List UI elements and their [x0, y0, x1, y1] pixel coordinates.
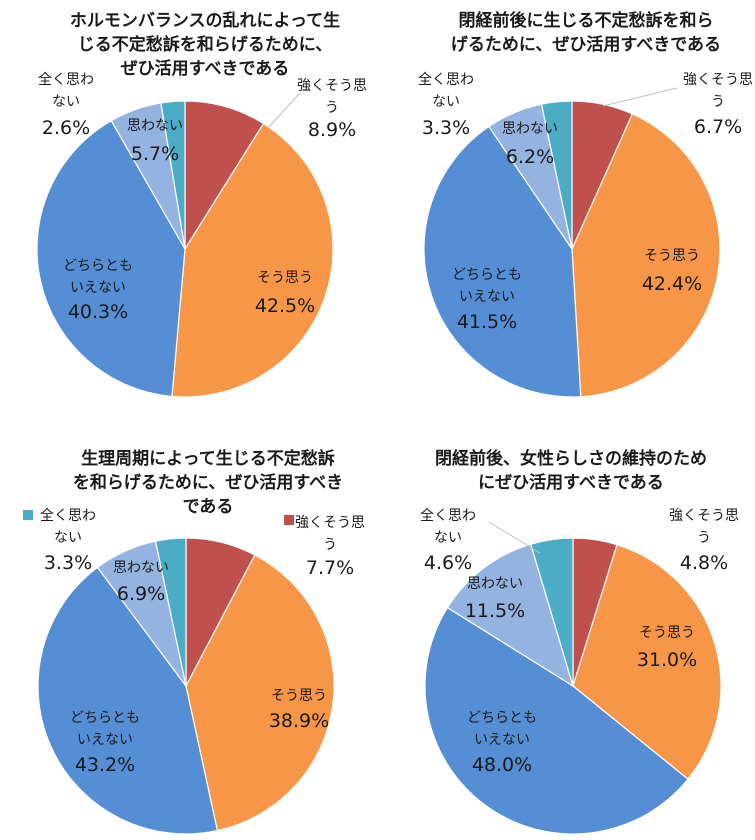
slice-label: 強くそう思 [669, 508, 739, 524]
slice-label: う [711, 94, 725, 110]
pie-slice-neutral [424, 606, 689, 835]
slice-label: 強くそう思 [295, 515, 365, 531]
chart-title-line: にぜひ活用すべきである [478, 472, 664, 493]
chart-title-line: ぜひ活用すべきである [121, 58, 290, 79]
slice-label: いえない [77, 732, 133, 748]
slice-label: う [697, 530, 711, 546]
chart-title-line: 生理周期によって生じる不定愁訴 [81, 448, 335, 469]
leader-line [488, 521, 541, 554]
chart-title-line: ホルモンバランスの乱れによって生 [70, 10, 340, 31]
slice-label: いえない [70, 280, 126, 296]
slice-label: どちらとも [452, 267, 522, 283]
slice-label: う [323, 537, 337, 553]
pie-slice-neutral [36, 119, 186, 398]
chart-title-line: 閉経前後に生じる不定愁訴を和ら [459, 10, 714, 31]
slice-label: 全く思わ [38, 71, 94, 88]
slice-value-label: 42.4% [642, 273, 702, 295]
slice-label: どちらとも [70, 710, 140, 726]
slice-label: そう思う [639, 625, 695, 641]
slice-value-label: 48.0% [472, 754, 532, 776]
slice-label: う [325, 100, 339, 116]
chart-title-line: である [183, 497, 234, 517]
pie-slice-strong-agree [184, 100, 265, 252]
slice-value-label: 6.9% [117, 583, 165, 605]
pie-slice-strong-disagree [154, 537, 187, 687]
slice-value-label: 11.5% [465, 600, 525, 622]
slice-value-label: 43.2% [75, 754, 135, 776]
slice-label: どちらとも [63, 258, 133, 274]
slice-label: いえない [474, 732, 530, 748]
slice-label: そう思う [644, 248, 700, 264]
chart-title-line: を和らげるために、ぜひ活用すべき [73, 472, 343, 493]
slice-label: 強くそう思 [297, 78, 367, 94]
slice-value-label: 3.3% [422, 117, 470, 139]
pie-slice-agree [185, 554, 335, 832]
slice-label: 思わない [113, 560, 169, 576]
slice-label: いえない [459, 289, 515, 305]
slice-label: 思わない [467, 576, 523, 592]
slice-label: ない [434, 530, 462, 546]
legend-marker-strong-disagree [23, 510, 33, 520]
slice-value-label: 31.0% [637, 649, 697, 671]
slice-value-label: 2.6% [42, 117, 90, 139]
slice-value-label: 41.5% [457, 311, 517, 333]
pie-slice-strong-disagree [530, 537, 574, 687]
slice-value-label: 3.3% [44, 552, 92, 574]
slice-label: 思わない [502, 121, 558, 137]
slice-label: 強くそう思 [683, 72, 753, 88]
pie-slice-strong-disagree [160, 100, 186, 250]
slice-value-label: 40.3% [68, 301, 128, 323]
slice-label: どちらとも [467, 710, 537, 726]
slice-label: 全く思わ [40, 507, 96, 524]
chart-title-line: げるために、ぜひ活用すべきである [451, 34, 721, 55]
pie-slice-agree [571, 113, 721, 398]
slice-value-label: 5.7% [131, 143, 179, 165]
slice-value-label: 8.9% [308, 119, 356, 141]
pie-slice-strong-disagree [540, 100, 573, 250]
slice-value-label: 6.7% [694, 116, 742, 138]
slice-label: ない [432, 94, 460, 110]
slice-label: ない [52, 94, 80, 110]
pie-slice-agree [572, 543, 722, 781]
pie-chart-3: 生理周期によって生じる不定愁訴を和らげるために、ぜひ活用すべきである強くそう思う… [23, 448, 365, 835]
slice-value-label: 4.8% [680, 552, 728, 574]
slice-label: そう思う [257, 270, 313, 286]
leader-line [267, 92, 301, 129]
slice-label: ない [54, 530, 82, 546]
slice-value-label: 4.6% [424, 552, 472, 574]
slice-value-label: 6.2% [506, 146, 554, 168]
chart-title-line: じる不定愁訴を和らげるために、 [78, 34, 333, 55]
slice-label: そう思う [271, 688, 327, 704]
pie-slice-neutral [423, 125, 582, 398]
pie-slice-neutral [37, 566, 219, 835]
pie-slice-disagree [446, 543, 575, 688]
pie-chart-1: ホルモンバランスの乱れによって生じる不定愁訴を和らげるために、ぜひ活用すべきであ… [36, 10, 367, 398]
slice-value-label: 7.7% [306, 557, 354, 579]
leader-line [602, 87, 678, 107]
slice-value-label: 38.9% [269, 710, 329, 732]
legend-marker-strong-agree [284, 515, 294, 525]
slice-label: 思わない [127, 118, 183, 134]
pie-slice-agree [171, 122, 334, 398]
slice-label: 全く思わ [420, 507, 476, 524]
chart-title-line: 閉経前後、女性らしさの維持のため [435, 448, 707, 469]
slice-label: 全く思わ [418, 71, 474, 88]
slice-value-label: 42.5% [255, 295, 315, 317]
